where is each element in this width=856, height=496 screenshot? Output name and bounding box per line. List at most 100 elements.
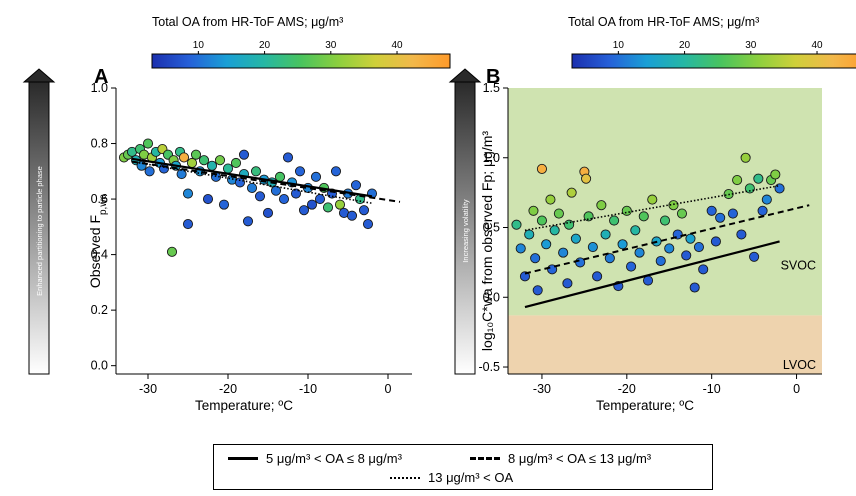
y-tick-label: 1.0 [483,151,500,165]
data-point [596,200,607,211]
x-tick-label: -10 [703,382,721,396]
data-point [536,215,547,226]
data-point [214,155,226,166]
colorbar-title: Total OA from HR-ToF AMS; μg/m³ [152,15,343,29]
data-point [282,152,294,163]
data-point [757,205,768,216]
data-point [274,171,286,182]
data-point [314,194,326,205]
data-point [655,255,666,267]
colorbar-tick-label: 40 [391,40,403,51]
data-point [310,171,322,182]
y-tick-label: 1.5 [483,81,500,95]
data-point [676,208,688,219]
data-point [668,200,679,211]
data-point [715,212,726,223]
svoc-label: SVOC [781,258,816,272]
arrow-label: Increasing volatility [461,199,470,263]
data-point [519,271,531,282]
data-point [218,199,230,210]
colorbar-tick-label: 40 [811,40,823,51]
y-tick-label: 0.4 [91,248,108,262]
data-point [541,239,552,250]
fit-line-solid [524,240,780,309]
data-point [604,253,615,264]
data-point [749,251,760,262]
data-point [330,166,342,177]
panel-label: B [486,66,500,88]
data-point [587,241,598,253]
colorbar-tick-label: 10 [193,40,205,51]
data-point [562,278,573,289]
data-point [642,275,654,286]
data-point [250,166,262,177]
data-point [706,205,717,216]
line-legend: 5 μg/m³ < OA ≤ 8 μg/m³ 8 μg/m³ < OA ≤ 13… [213,444,713,490]
data-point [202,194,214,205]
data-point [626,261,637,272]
colorbar [151,53,451,69]
x-tick-label: -20 [618,382,636,396]
y-axis-label: log₁₀C*wa from observed Fp; μg/m³ [479,131,495,351]
figure-svg: Total OA from HR-ToF AMS; μg/m³ 10 20 30 40 0… [22,15,856,413]
data-point [532,285,543,296]
lvoc-region [508,315,822,374]
y-tick-label: 0.5 [483,221,500,235]
y-tick-label: 0.2 [91,303,108,317]
data-point [238,149,250,160]
data-point [262,207,274,219]
data-point [294,166,306,177]
data-point [566,187,577,198]
data-point [583,211,594,222]
data-point [600,229,611,240]
data-point [621,205,632,216]
data-point [198,155,210,166]
data-point [659,215,671,226]
data-point [581,173,592,184]
data-point [524,229,535,240]
data-point [592,271,603,282]
x-tick-label: -20 [219,382,237,396]
x-axis-label: Temperature; ºC [596,398,694,413]
data-point [166,246,178,257]
data-point [186,157,198,169]
data-point [681,250,692,261]
data-point [740,152,751,163]
fit-line-dashed [131,160,401,203]
legend-solid-line [228,457,258,460]
data-point [362,219,374,230]
colorbar-title: Total OA from HR-ToF AMS; μg/m³ [568,15,759,29]
legend-solid-entry: 5 μg/m³ < OA ≤ 8 μg/m³ [228,451,402,466]
data-point [182,219,194,230]
legend-dotdash-label: 13 μg/m³ < OA [428,470,514,485]
legend-dashed-entry: 8 μg/m³ < OA ≤ 13 μg/m³ [470,451,651,466]
data-point [290,188,302,199]
data-point [144,166,155,177]
legend-dotdash-entry: 13 μg/m³ < OA [390,470,513,485]
panel-label: A [94,66,108,88]
x-tick-label: -10 [299,382,317,396]
colorbar-tick-label: 20 [259,40,271,51]
colorbar-tick-label: 20 [679,40,691,51]
data-point [278,194,290,205]
data-point [609,215,620,226]
data-point [732,175,743,186]
colorbar [571,53,856,69]
data-point [222,163,234,174]
data-point [242,216,254,227]
data-point [190,149,202,160]
arrow-label: Enhanced partitioning to particle phase [35,166,44,296]
data-point [346,210,358,221]
colorbar-tick-label: 30 [325,40,337,51]
data-point [685,233,696,244]
data-point [638,211,649,222]
fit-line-dashed [524,204,810,275]
data-point [545,194,556,205]
data-point [306,199,318,210]
svoc-region [508,88,822,316]
data-point [515,243,526,254]
data-point [178,152,190,163]
data-point [570,233,581,244]
data-point [530,253,541,264]
